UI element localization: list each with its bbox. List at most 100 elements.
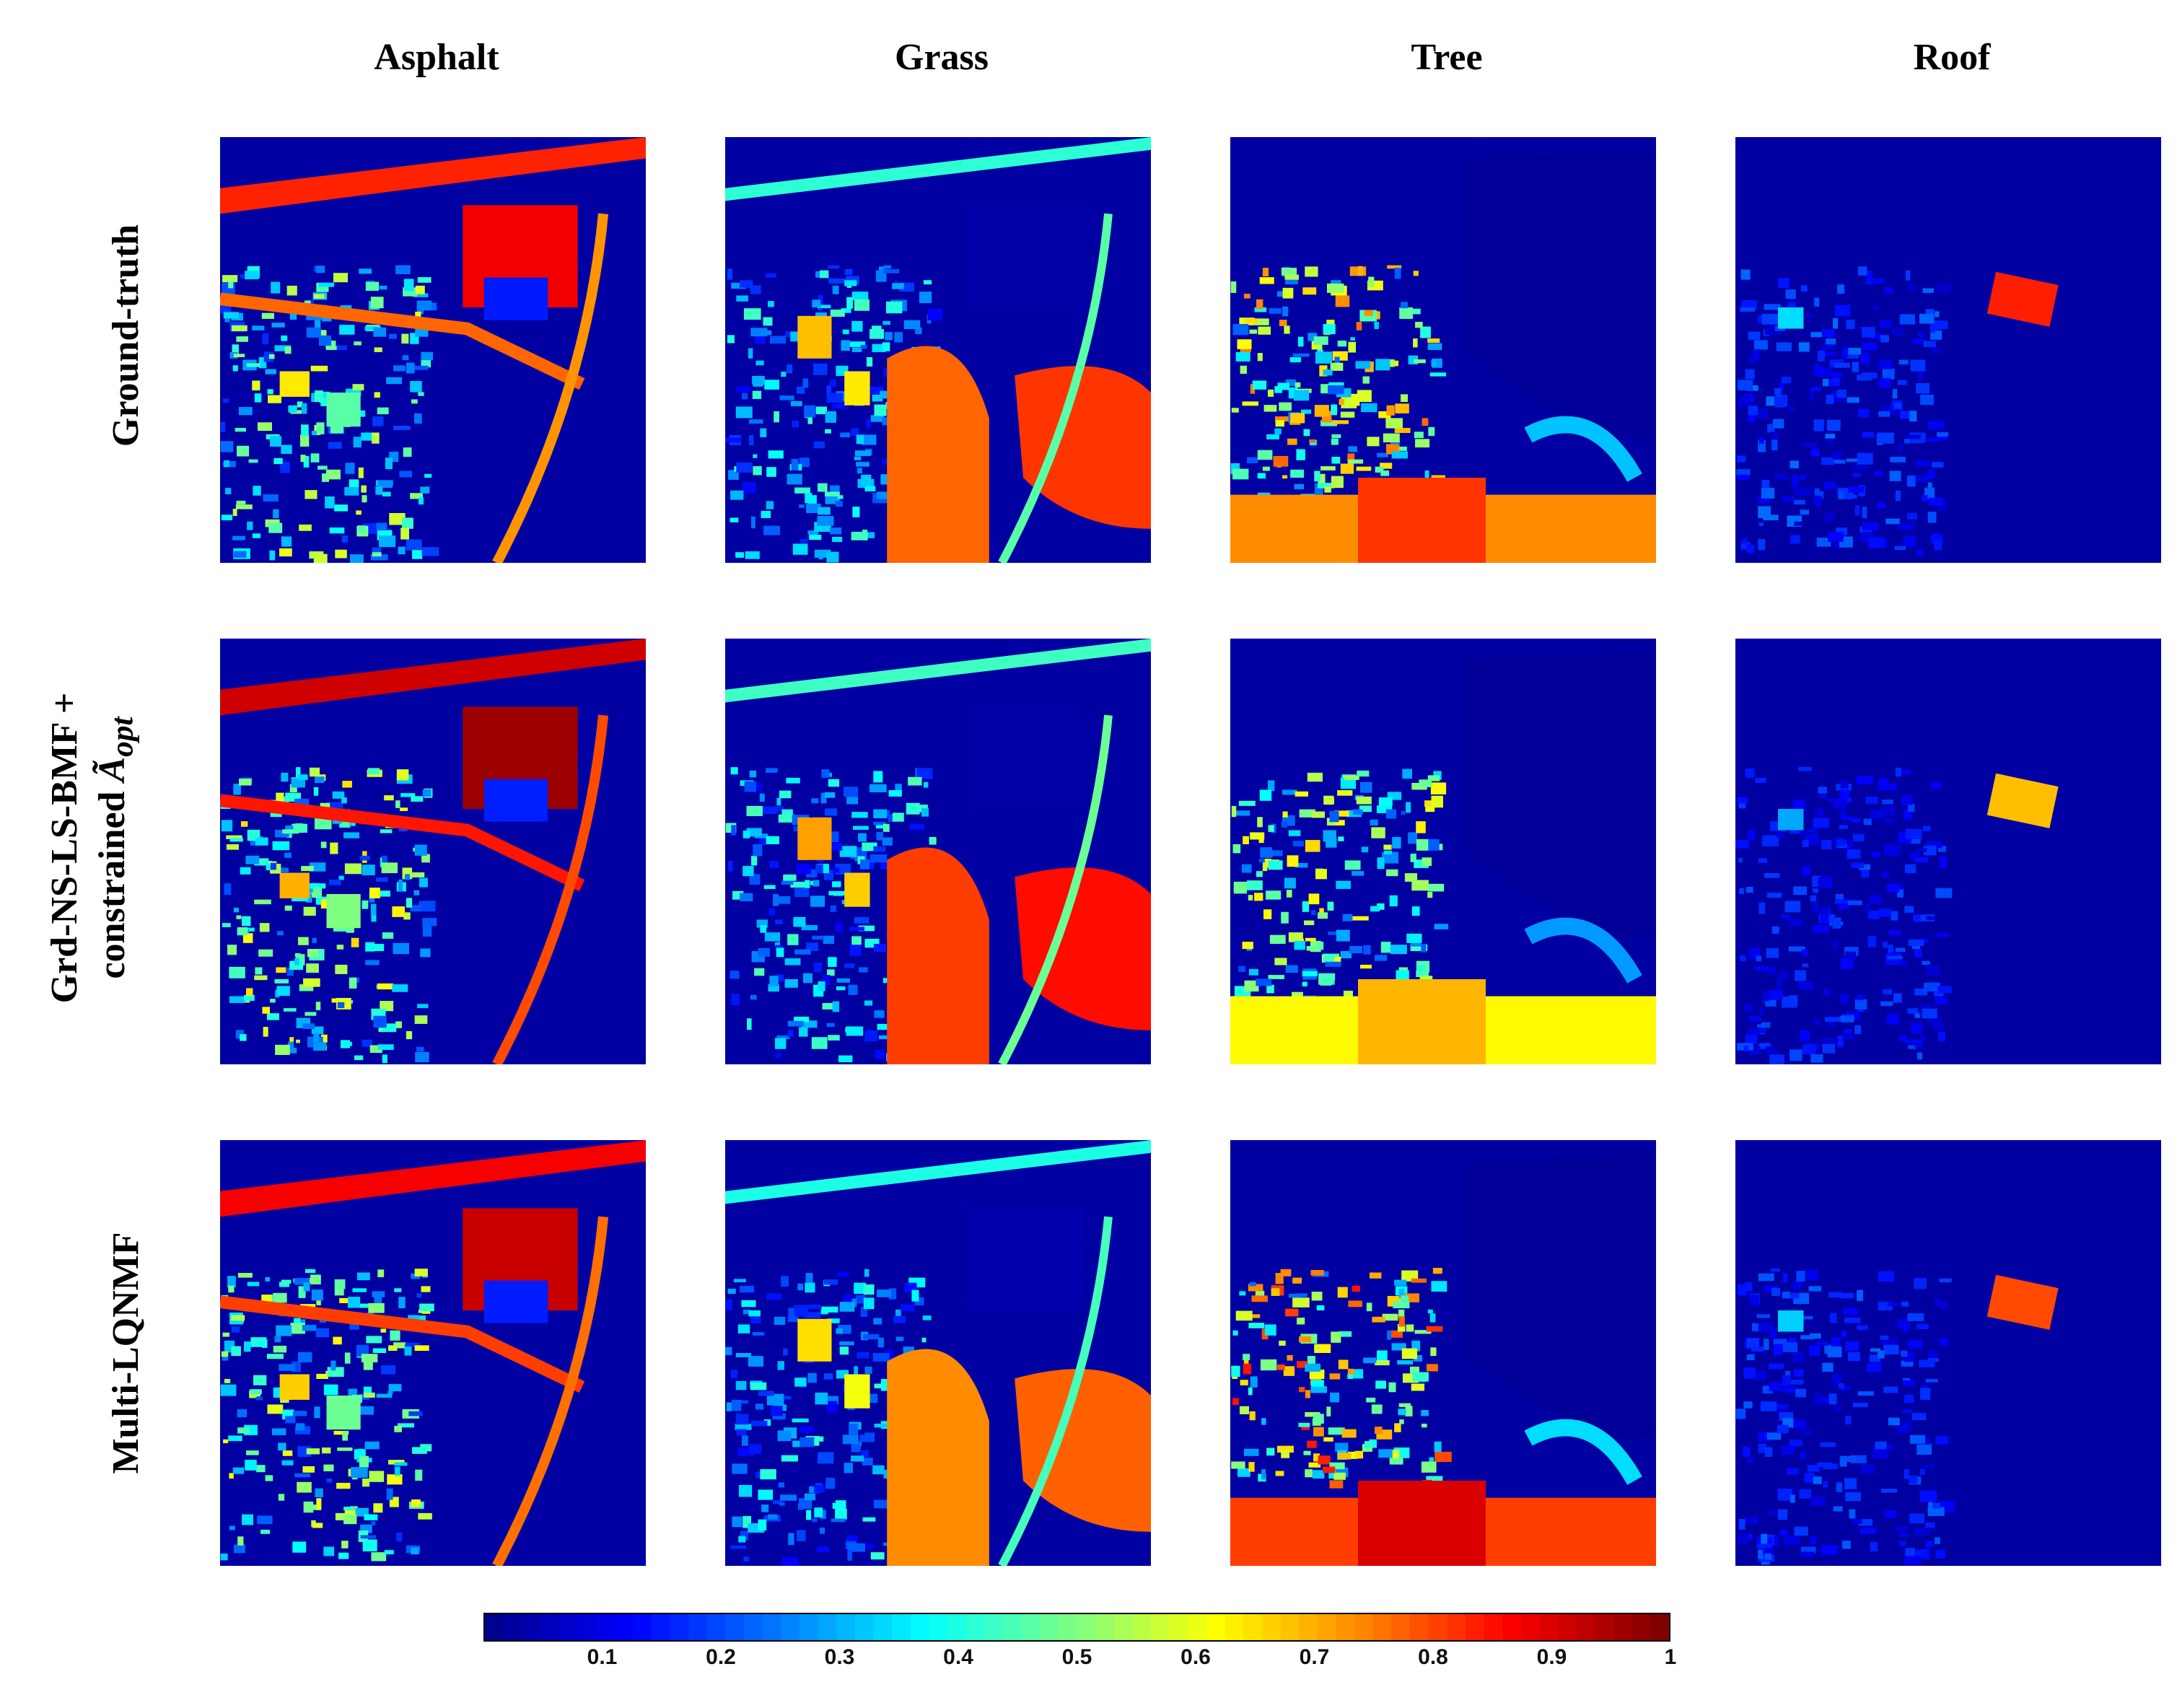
residential-pixel <box>339 1297 349 1303</box>
residential-pixel <box>776 1035 790 1040</box>
residential-pixel <box>817 305 831 309</box>
residential-pixel <box>1276 1364 1285 1370</box>
residential-pixel <box>1800 509 1810 515</box>
residential-pixel <box>1897 524 1914 530</box>
residential-pixel <box>315 1488 323 1498</box>
residential-pixel <box>823 975 831 986</box>
residential-pixel <box>1826 419 1841 432</box>
residential-pixel <box>1906 476 1916 487</box>
residential-pixel <box>318 282 335 287</box>
residential-pixel <box>882 342 890 351</box>
residential-pixel <box>229 996 246 1004</box>
residential-pixel <box>1922 495 1928 502</box>
residential-pixel <box>372 416 384 426</box>
residential-pixel <box>1415 322 1423 328</box>
residential-pixel <box>231 1315 245 1321</box>
residential-pixel <box>388 1384 402 1392</box>
patch <box>1778 307 1804 329</box>
residential-pixel <box>237 1427 250 1434</box>
residential-pixel <box>1792 1281 1803 1290</box>
residential-pixel <box>1813 1476 1822 1484</box>
residential-pixel <box>222 1332 229 1337</box>
residential-pixel <box>1243 1354 1250 1361</box>
residential-pixel <box>735 1414 749 1425</box>
residential-pixel <box>1314 1346 1320 1352</box>
residential-pixel <box>1887 955 1903 960</box>
residential-pixel <box>294 958 299 965</box>
residential-pixel <box>1854 536 1862 541</box>
residential-pixel <box>1761 1533 1768 1544</box>
residential-pixel <box>766 1293 782 1300</box>
residential-pixel <box>921 1337 927 1343</box>
residential-pixel <box>232 535 245 540</box>
residential-pixel <box>372 432 380 444</box>
residential-pixel <box>291 778 305 788</box>
residential-pixel <box>1923 341 1936 347</box>
residential-pixel <box>1839 825 1848 829</box>
residential-pixel <box>421 547 439 556</box>
residential-pixel <box>1932 320 1948 330</box>
residential-pixel <box>319 330 327 341</box>
residential-pixel <box>1857 266 1867 276</box>
road <box>220 292 585 390</box>
residential-pixel <box>1821 329 1835 338</box>
colorbar-tick-label: 0.8 <box>1418 1645 1448 1669</box>
colorbar-segment <box>522 1614 541 1640</box>
residential-pixel <box>1359 805 1372 813</box>
residential-pixel <box>849 945 862 956</box>
residential-pixel <box>1744 1282 1753 1291</box>
residential-pixel <box>766 1393 784 1406</box>
residential-pixel <box>336 1482 351 1489</box>
residential-pixel <box>821 769 830 778</box>
residential-pixel <box>1909 411 1917 422</box>
residential-pixel <box>1260 1359 1277 1371</box>
residential-pixel <box>1935 1436 1948 1445</box>
residential-pixel <box>1814 297 1820 307</box>
abundance-map <box>725 639 1151 1064</box>
residential-pixel <box>1782 1292 1791 1299</box>
residential-pixel <box>1869 895 1881 903</box>
residential-pixel <box>1902 535 1917 548</box>
residential-pixel <box>1834 1406 1841 1411</box>
residential-pixel <box>1327 901 1334 911</box>
panel-ground-truth-roof <box>1735 137 2161 563</box>
panel-ground-truth-tree <box>1230 137 1656 563</box>
residential-pixel <box>1764 1285 1778 1292</box>
residential-pixel <box>1751 1346 1764 1352</box>
residential-pixel <box>286 968 294 976</box>
residential-pixel <box>1741 299 1758 310</box>
residential-pixel <box>284 852 292 858</box>
abundance-map <box>220 639 646 1064</box>
residential-pixel <box>883 265 892 269</box>
residential-pixel <box>1915 460 1930 467</box>
residential-pixel <box>223 1439 229 1444</box>
residential-pixel <box>1281 268 1297 276</box>
residential-pixel <box>769 336 787 344</box>
residential-pixel <box>1878 411 1891 417</box>
residential-pixel <box>1290 413 1305 424</box>
residential-pixel <box>1758 902 1766 914</box>
residential-pixel <box>872 394 883 402</box>
residential-pixel <box>1887 1014 1898 1025</box>
residential-pixel <box>1389 1458 1403 1465</box>
residential-pixel <box>299 1304 316 1308</box>
residential-pixel <box>279 1282 290 1287</box>
colorbar-segment <box>1558 1614 1577 1640</box>
residential-pixel <box>1323 1466 1336 1473</box>
residential-pixel <box>276 1325 292 1336</box>
colorbar-segment <box>873 1614 893 1640</box>
residential-pixel <box>1297 1318 1305 1325</box>
residential-pixel <box>421 351 433 361</box>
residential-pixel <box>792 1440 805 1448</box>
parking-lot <box>968 706 1083 809</box>
residential-pixel <box>301 866 314 872</box>
residential-pixel <box>818 551 823 560</box>
residential-pixel <box>1812 907 1829 913</box>
residential-pixel <box>325 346 337 350</box>
residential-pixel <box>784 979 798 988</box>
residential-pixel <box>818 507 831 515</box>
residential-pixel <box>794 1305 809 1317</box>
residential-pixel <box>413 293 429 297</box>
residential-pixel <box>1910 852 1919 861</box>
residential-pixel <box>240 821 248 827</box>
